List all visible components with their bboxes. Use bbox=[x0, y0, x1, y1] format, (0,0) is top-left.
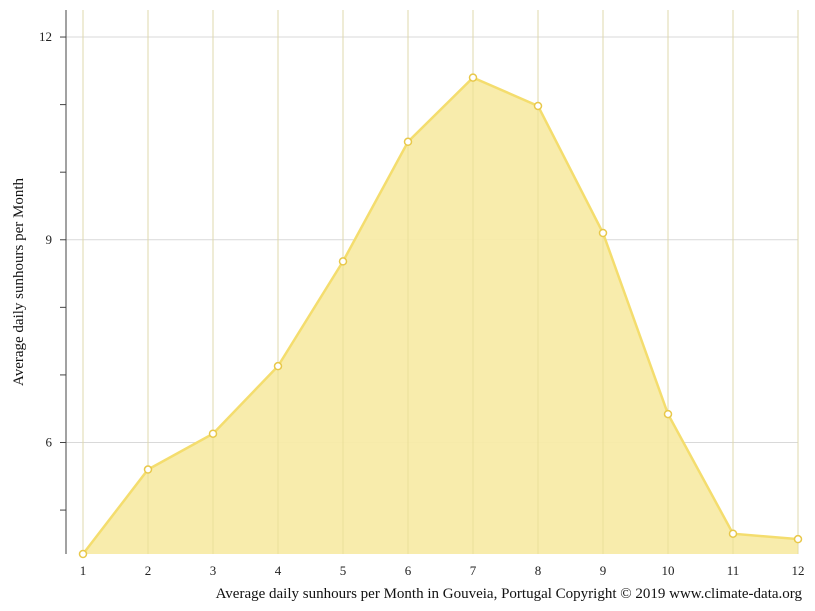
series-area bbox=[82, 10, 799, 555]
x-tick-label: 10 bbox=[662, 563, 675, 578]
axes bbox=[60, 10, 67, 554]
data-point bbox=[728, 529, 738, 538]
x-tick-label: 8 bbox=[535, 563, 542, 578]
y-axis-title: Average daily sunhours per Month bbox=[11, 178, 27, 387]
x-tick-label: 1 bbox=[80, 563, 87, 578]
data-point bbox=[598, 228, 608, 238]
chart-caption: Average daily sunhours per Month in Gouv… bbox=[216, 586, 803, 602]
data-point bbox=[663, 409, 673, 419]
x-tick-label: 2 bbox=[145, 563, 152, 578]
data-point bbox=[273, 361, 283, 371]
y-tick-label: 12 bbox=[39, 29, 52, 44]
series-area-fill bbox=[83, 77, 798, 554]
series-line bbox=[82, 76, 799, 555]
data-point bbox=[403, 137, 413, 147]
x-tick-label: 3 bbox=[210, 563, 217, 578]
data-point bbox=[468, 73, 478, 82]
x-tick-label: 11 bbox=[727, 563, 740, 578]
data-point bbox=[338, 257, 348, 266]
x-tick-label: 12 bbox=[792, 563, 805, 578]
data-point bbox=[208, 429, 218, 438]
data-points bbox=[78, 73, 803, 559]
data-point bbox=[793, 534, 803, 544]
data-point bbox=[533, 101, 543, 111]
y-tick-label: 6 bbox=[46, 434, 53, 449]
data-point bbox=[78, 549, 88, 559]
x-tick-label: 6 bbox=[405, 563, 412, 578]
y-tick-label: 9 bbox=[46, 232, 53, 247]
x-tick-label: 5 bbox=[340, 563, 347, 578]
x-tick-label: 4 bbox=[275, 563, 282, 578]
data-point bbox=[143, 465, 153, 474]
x-tick-label: 9 bbox=[600, 563, 607, 578]
x-tick-label: 7 bbox=[470, 563, 477, 578]
